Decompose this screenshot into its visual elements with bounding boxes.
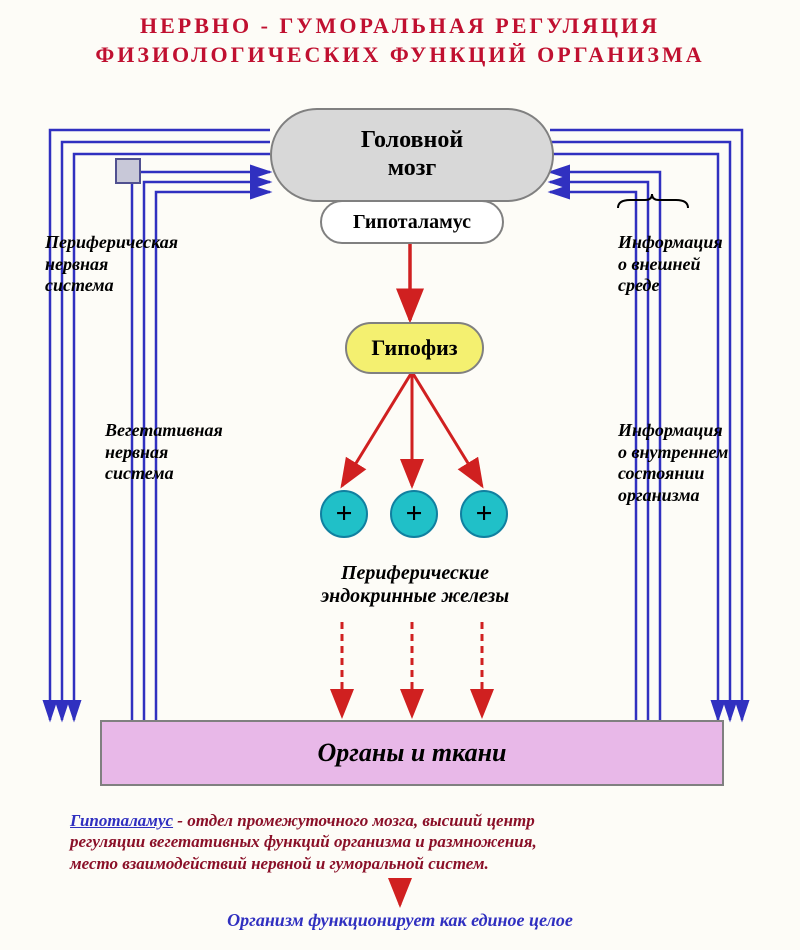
node-pituitary: Гипофиз [345,322,484,374]
junction-square-icon [115,158,141,184]
plus-symbol: + [335,497,352,531]
footnote-rest1: - отдел промежуточного мозга, высший цен… [173,811,535,830]
footnote-term: Гипоталамус [70,811,173,830]
organs-label: Органы и ткани [318,738,507,768]
diagram-title: НЕРВНО - ГУМОРАЛЬНАЯ РЕГУЛЯЦИЯ ФИЗИОЛОГИ… [0,12,800,69]
footnote-line3: место взаимодействий нервной и гуморальн… [70,854,489,873]
title-line2: ФИЗИОЛОГИЧЕСКИХ ФУНКЦИЙ ОРГАНИЗМА [95,42,704,67]
plus-symbol: + [405,497,422,531]
plus-node-2: + [390,490,438,538]
node-hypothalamus: Гипоталамус [320,200,504,244]
glands-label-1: Периферические [341,562,489,584]
label-internal-info: Информация о внутреннем состоянии органи… [618,420,728,506]
plus-node-1: + [320,490,368,538]
glands-to-organs-arrows [342,622,482,716]
title-line1: НЕРВНО - ГУМОРАЛЬНАЯ РЕГУЛЯЦИЯ [140,13,660,38]
plus-symbol: + [475,497,492,531]
pit-to-plus-arrows [342,372,482,486]
brain-label-1: Головной [361,127,463,153]
conclusion-text: Организм функционирует как единое целое [0,910,800,931]
pituitary-label: Гипофиз [371,335,457,361]
glands-label-2: эндокринные железы [321,585,509,607]
plus-node-3: + [460,490,508,538]
node-brain: Головной мозг [270,108,554,202]
node-organs: Органы и ткани [100,720,724,786]
label-external-info: Информация о внешней среде [618,232,723,297]
glands-label: Периферические эндокринные железы [290,562,540,608]
diagram-canvas: НЕРВНО - ГУМОРАЛЬНАЯ РЕГУЛЯЦИЯ ФИЗИОЛОГИ… [0,0,800,950]
hypothalamus-label: Гипоталамус [353,211,471,234]
brace-icon [618,194,688,208]
label-peripheral-ns: Периферическая нервная система [45,232,178,297]
footnote-line2: регуляции вегетативных функций организма… [70,832,537,851]
label-vegetative-ns: Вегетативная нервная система [105,420,223,485]
footnote-text: Гипоталамус - отдел промежуточного мозга… [70,810,750,874]
brain-label-2: мозг [388,155,437,181]
